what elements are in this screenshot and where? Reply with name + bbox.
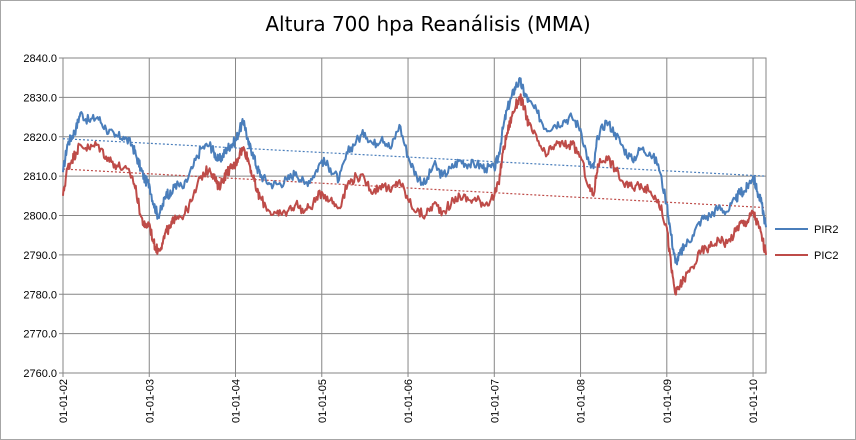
legend: PIR2 PIC2: [775, 224, 838, 262]
trendlines: [62, 138, 767, 209]
y-tick-label: 2800.0: [23, 211, 57, 223]
x-tick-label: 01-01-05: [317, 379, 329, 423]
trendline-pic2: [62, 168, 767, 209]
x-tick-label: 01-01-02: [58, 379, 70, 423]
x-tick-label: 01-01-07: [489, 379, 501, 423]
grid-lines: [62, 57, 766, 374]
legend-label-pic2: PIC2: [814, 250, 838, 262]
y-tick-label: 2830.0: [23, 92, 57, 104]
x-tick-label: 01-01-06: [403, 379, 415, 423]
y-axis: 2760.0 2770.0 2780.0 2790.0 2800.0 2810.0 2820…: [23, 53, 63, 380]
x-tick-label: 01-01-10: [748, 379, 760, 423]
y-tick-label: 2820.0: [23, 132, 57, 144]
trendline-pir2: [62, 138, 767, 177]
series-lines: [62, 77, 767, 296]
y-tick-label: 2790.0: [23, 250, 57, 262]
legend-label-pir2: PIR2: [814, 224, 838, 236]
y-tick-label: 2760.0: [23, 368, 57, 380]
x-tick-label: 01-01-08: [576, 379, 588, 423]
x-tick-label: 01-01-04: [231, 379, 243, 423]
x-axis: 01-01-02 01-01-03 01-01-04 01-01-05 01-01-06…: [58, 373, 760, 423]
y-tick-label: 2780.0: [23, 289, 57, 301]
chart-title: Altura 700 hpa Reanálisis (MMA): [265, 12, 591, 36]
x-tick-label: 01-01-09: [662, 379, 674, 423]
series-line-pir2: [62, 77, 767, 266]
x-tick-label: 01-01-03: [144, 379, 156, 423]
y-tick-label: 2770.0: [23, 329, 57, 341]
y-tick-label: 2840.0: [23, 53, 57, 65]
y-tick-label: 2810.0: [23, 171, 57, 183]
series-line-pic2: [62, 93, 767, 296]
